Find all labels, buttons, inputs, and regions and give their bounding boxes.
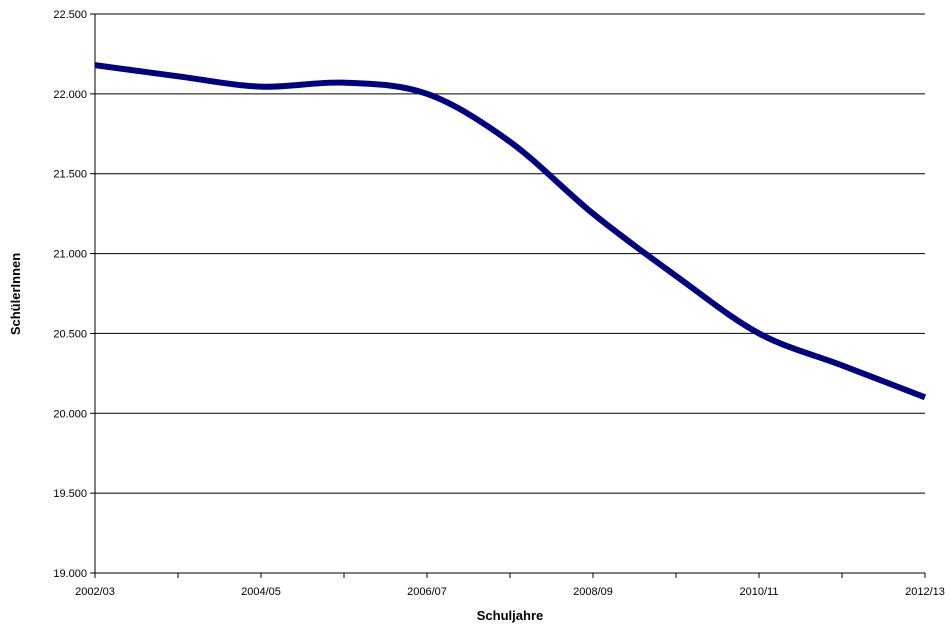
x-axis-title: Schuljahre bbox=[477, 608, 543, 623]
series-layer bbox=[94, 62, 927, 401]
y-tick-label: 20.000 bbox=[53, 408, 87, 420]
x-tick-label: 2006/07 bbox=[407, 586, 447, 598]
y-tick-label: 19.000 bbox=[53, 568, 87, 580]
x-tick-label: 2004/05 bbox=[241, 586, 281, 598]
y-tick-label: 21.000 bbox=[53, 249, 87, 261]
y-tick-label: 20.500 bbox=[53, 328, 87, 340]
gridlines bbox=[95, 13, 925, 494]
x-tick-label: 2002/03 bbox=[75, 586, 115, 598]
x-axis-ticks: 2002/03 2004/05 2006/07 2008/09 2010/11 2012/… bbox=[75, 573, 945, 598]
axes bbox=[94, 14, 925, 574]
x-tick-label: 2010/11 bbox=[740, 586, 779, 598]
x-tick-label: 2012/13 bbox=[905, 586, 945, 598]
series-line bbox=[94, 62, 927, 401]
y-axis-title: SchülerInnen bbox=[8, 253, 23, 335]
y-tick-label: 22.500 bbox=[53, 9, 87, 21]
y-axis-ticks: 19.000 19.500 20.000 20.500 21.000 21.500 22.0… bbox=[53, 9, 95, 580]
y-tick-label: 22.000 bbox=[53, 89, 87, 101]
x-tick-label: 2008/09 bbox=[573, 586, 613, 598]
y-tick-label: 19.500 bbox=[53, 488, 87, 500]
y-tick-label: 21.500 bbox=[53, 169, 87, 181]
